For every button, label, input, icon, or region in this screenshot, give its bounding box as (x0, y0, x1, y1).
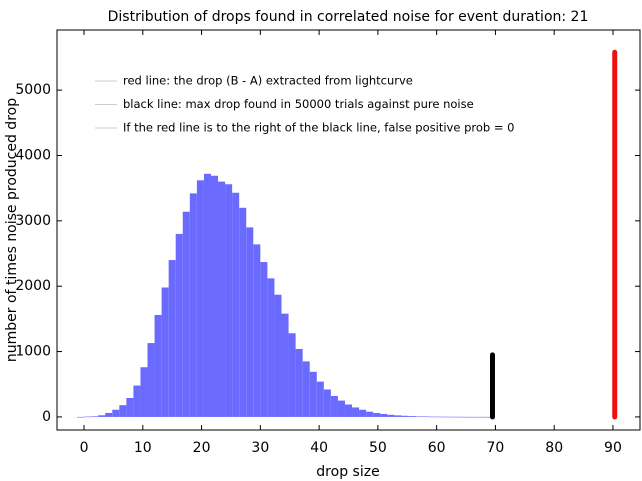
y-tick-label: 0 (42, 409, 51, 425)
histogram-bar (323, 389, 331, 417)
histogram-bar (295, 348, 303, 417)
y-tick-label: 4000 (15, 147, 51, 163)
histogram-bar (330, 396, 338, 417)
histogram-bar (225, 184, 233, 417)
histogram-bar (422, 416, 430, 418)
histogram-bar (436, 416, 444, 418)
x-axis-label: drop size (316, 464, 379, 480)
chart-title: Distribution of drops found in correlate… (108, 9, 589, 25)
histogram-bar (401, 415, 409, 417)
histogram-bar (76, 416, 85, 418)
histogram-bar (352, 407, 360, 417)
histogram-bar (366, 411, 374, 417)
x-tick-label: 20 (193, 440, 211, 456)
histogram-bar (478, 416, 487, 418)
histogram-bar (154, 314, 162, 417)
x-tick-label: 50 (369, 440, 387, 456)
histogram-bar (302, 361, 310, 417)
histogram-bar (288, 333, 296, 417)
plot-frame (56, 29, 641, 431)
histogram-bar (91, 416, 99, 417)
x-tick-label: 0 (80, 440, 89, 456)
x-tick-label: 70 (487, 440, 505, 456)
histogram-bar (98, 415, 106, 417)
histogram-bar (486, 416, 494, 418)
histogram-bar (246, 227, 254, 417)
histogram-bar (260, 262, 268, 417)
histogram-bar (203, 173, 211, 417)
histogram-bar (337, 400, 345, 417)
histogram-bar (408, 416, 416, 417)
y-tick-label: 3000 (15, 213, 51, 229)
histogram-bar (316, 381, 324, 417)
histogram-bar (344, 404, 353, 417)
y-tick-label: 1000 (15, 344, 51, 360)
histogram-bar (105, 413, 113, 417)
histogram-bar (218, 181, 226, 417)
histogram-bar (394, 415, 402, 417)
histogram-bar (196, 180, 204, 417)
histogram-bar (457, 416, 465, 418)
histogram-bar (175, 233, 183, 417)
x-tick-label: 60 (428, 440, 446, 456)
legend-label: black line: max drop found in 50000 tria… (123, 97, 474, 111)
histogram-bar (359, 409, 367, 417)
histogram-bar (84, 416, 92, 418)
histogram-bar (189, 193, 197, 417)
histogram-bar (309, 371, 317, 417)
histogram-bar (253, 244, 261, 417)
histogram-bar (471, 416, 479, 418)
x-tick-label: 10 (134, 440, 152, 456)
histogram-bar (387, 414, 395, 417)
x-tick-label: 80 (545, 440, 563, 456)
legend-label: red line: the drop (B - A) extracted fro… (123, 74, 413, 88)
histogram-bar (161, 287, 169, 417)
histogram-bar (281, 313, 289, 417)
histogram-bar (182, 211, 190, 417)
histogram-bar (373, 413, 381, 417)
histogram-bar (168, 260, 176, 417)
x-tick-label: 90 (604, 440, 622, 456)
y-axis-label: number of times noise produced drop (4, 98, 20, 362)
y-tick-label: 2000 (15, 278, 51, 294)
histogram-bar (239, 207, 247, 417)
histogram-bar (232, 192, 240, 417)
x-tick-label: 40 (310, 440, 328, 456)
histogram-bar (133, 385, 141, 417)
legend-label: If the red line is to the right of the b… (123, 121, 514, 135)
histogram-bar (380, 413, 388, 417)
histogram-bar (443, 416, 451, 418)
y-tick-label: 5000 (15, 82, 51, 98)
histogram-bar (415, 416, 423, 417)
histogram-bar (464, 416, 472, 418)
histogram-bar (112, 409, 120, 417)
histogram-bar (450, 416, 458, 418)
histogram-bar (210, 175, 219, 417)
histogram-bar (119, 405, 127, 417)
x-tick-label: 30 (251, 440, 269, 456)
histogram-bar (267, 278, 275, 417)
histogram-bar (140, 367, 148, 417)
histogram-bar (429, 416, 437, 418)
histogram-bar (147, 343, 155, 417)
histogram-bar (126, 397, 134, 417)
histogram-bar (274, 294, 282, 417)
